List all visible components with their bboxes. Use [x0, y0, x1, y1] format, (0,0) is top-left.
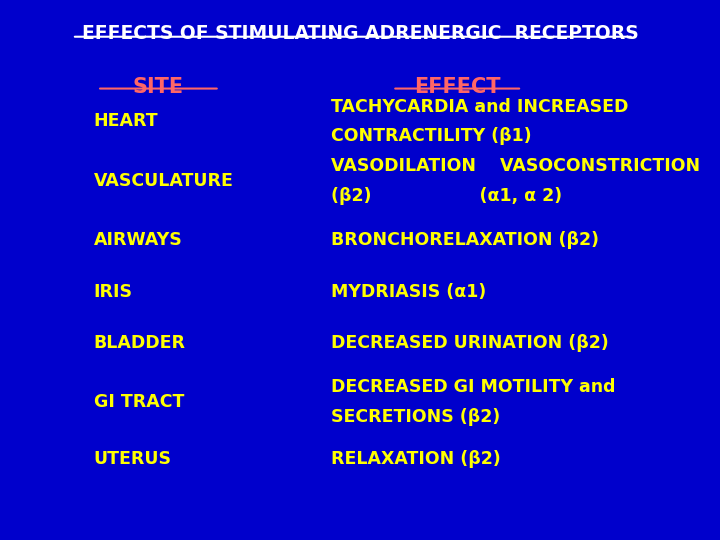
Text: BRONCHORELAXATION (β2): BRONCHORELAXATION (β2)	[331, 231, 599, 249]
Text: GI TRACT: GI TRACT	[94, 393, 184, 411]
Text: VASCULATURE: VASCULATURE	[94, 172, 233, 190]
Text: AIRWAYS: AIRWAYS	[94, 231, 182, 249]
Text: HEART: HEART	[94, 112, 158, 131]
Text: BLADDER: BLADDER	[94, 334, 186, 352]
Text: TACHYCARDIA and INCREASED: TACHYCARDIA and INCREASED	[331, 98, 629, 116]
Text: IRIS: IRIS	[94, 282, 132, 301]
Text: RELAXATION (β2): RELAXATION (β2)	[331, 450, 501, 468]
Text: SITE: SITE	[132, 77, 184, 97]
Text: SECRETIONS (β2): SECRETIONS (β2)	[331, 408, 500, 426]
Text: VASODILATION    VASOCONSTRICTION: VASODILATION VASOCONSTRICTION	[331, 157, 701, 175]
Text: MYDRIASIS (α1): MYDRIASIS (α1)	[331, 282, 487, 301]
Text: CONTRACTILITY (β1): CONTRACTILITY (β1)	[331, 127, 532, 145]
Text: (β2)                  (α1, α 2): (β2) (α1, α 2)	[331, 187, 562, 205]
Text: UTERUS: UTERUS	[94, 450, 171, 468]
Text: EFFECTS OF STIMULATING ADRENERGIC  RECEPTORS: EFFECTS OF STIMULATING ADRENERGIC RECEPT…	[81, 24, 639, 43]
Text: EFFECT: EFFECT	[414, 77, 500, 97]
Text: DECREASED GI MOTILITY and: DECREASED GI MOTILITY and	[331, 379, 616, 396]
Text: DECREASED URINATION (β2): DECREASED URINATION (β2)	[331, 334, 609, 352]
